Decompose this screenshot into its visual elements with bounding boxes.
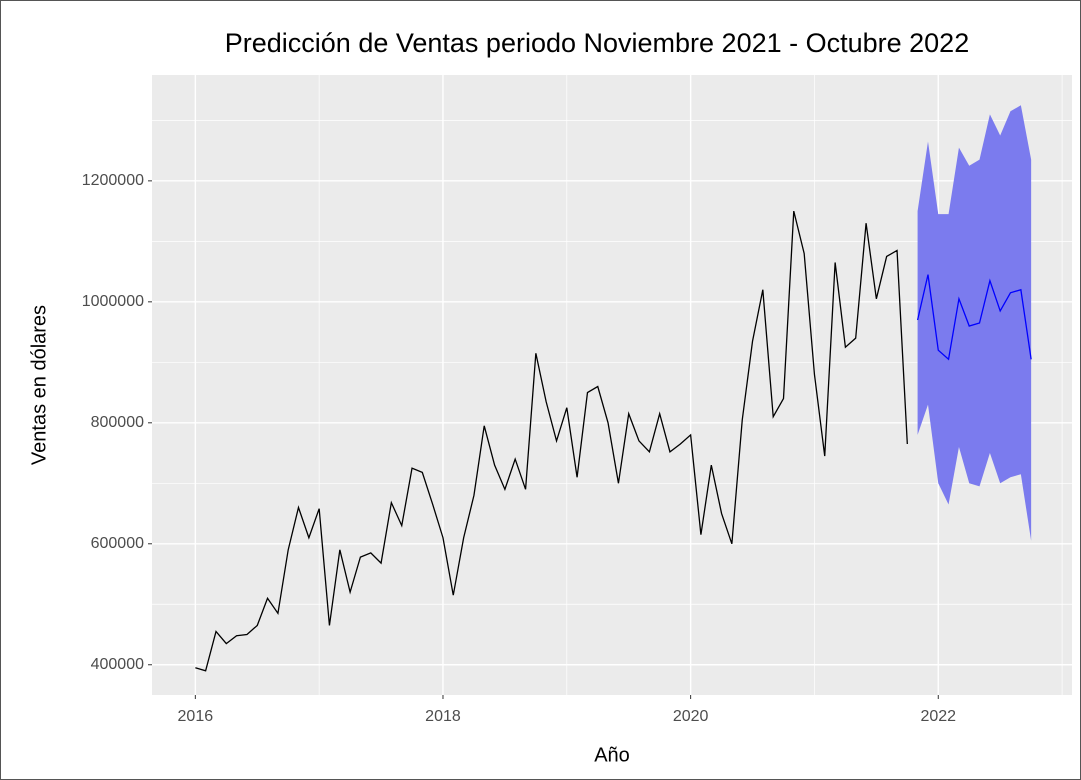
y-tick-label: 800000: [91, 414, 144, 431]
chart-title: Predicción de Ventas periodo Noviembre 2…: [225, 28, 969, 58]
y-axis-label: Ventas en dólares: [28, 305, 50, 465]
x-tick-label: 2022: [920, 708, 956, 725]
y-tick-label: 1000000: [82, 293, 144, 310]
x-tick-label: 2018: [425, 708, 461, 725]
y-tick-label: 600000: [91, 535, 144, 552]
y-tick-label: 400000: [91, 656, 144, 673]
y-tick-label: 1200000: [82, 172, 144, 189]
x-tick-label: 2020: [673, 708, 709, 725]
x-axis-label: Año: [594, 744, 630, 766]
series-line: [195, 210, 908, 672]
series-line: [916, 274, 1032, 361]
confidence-band: [917, 105, 1032, 541]
x-tick-label: 2016: [178, 708, 214, 725]
